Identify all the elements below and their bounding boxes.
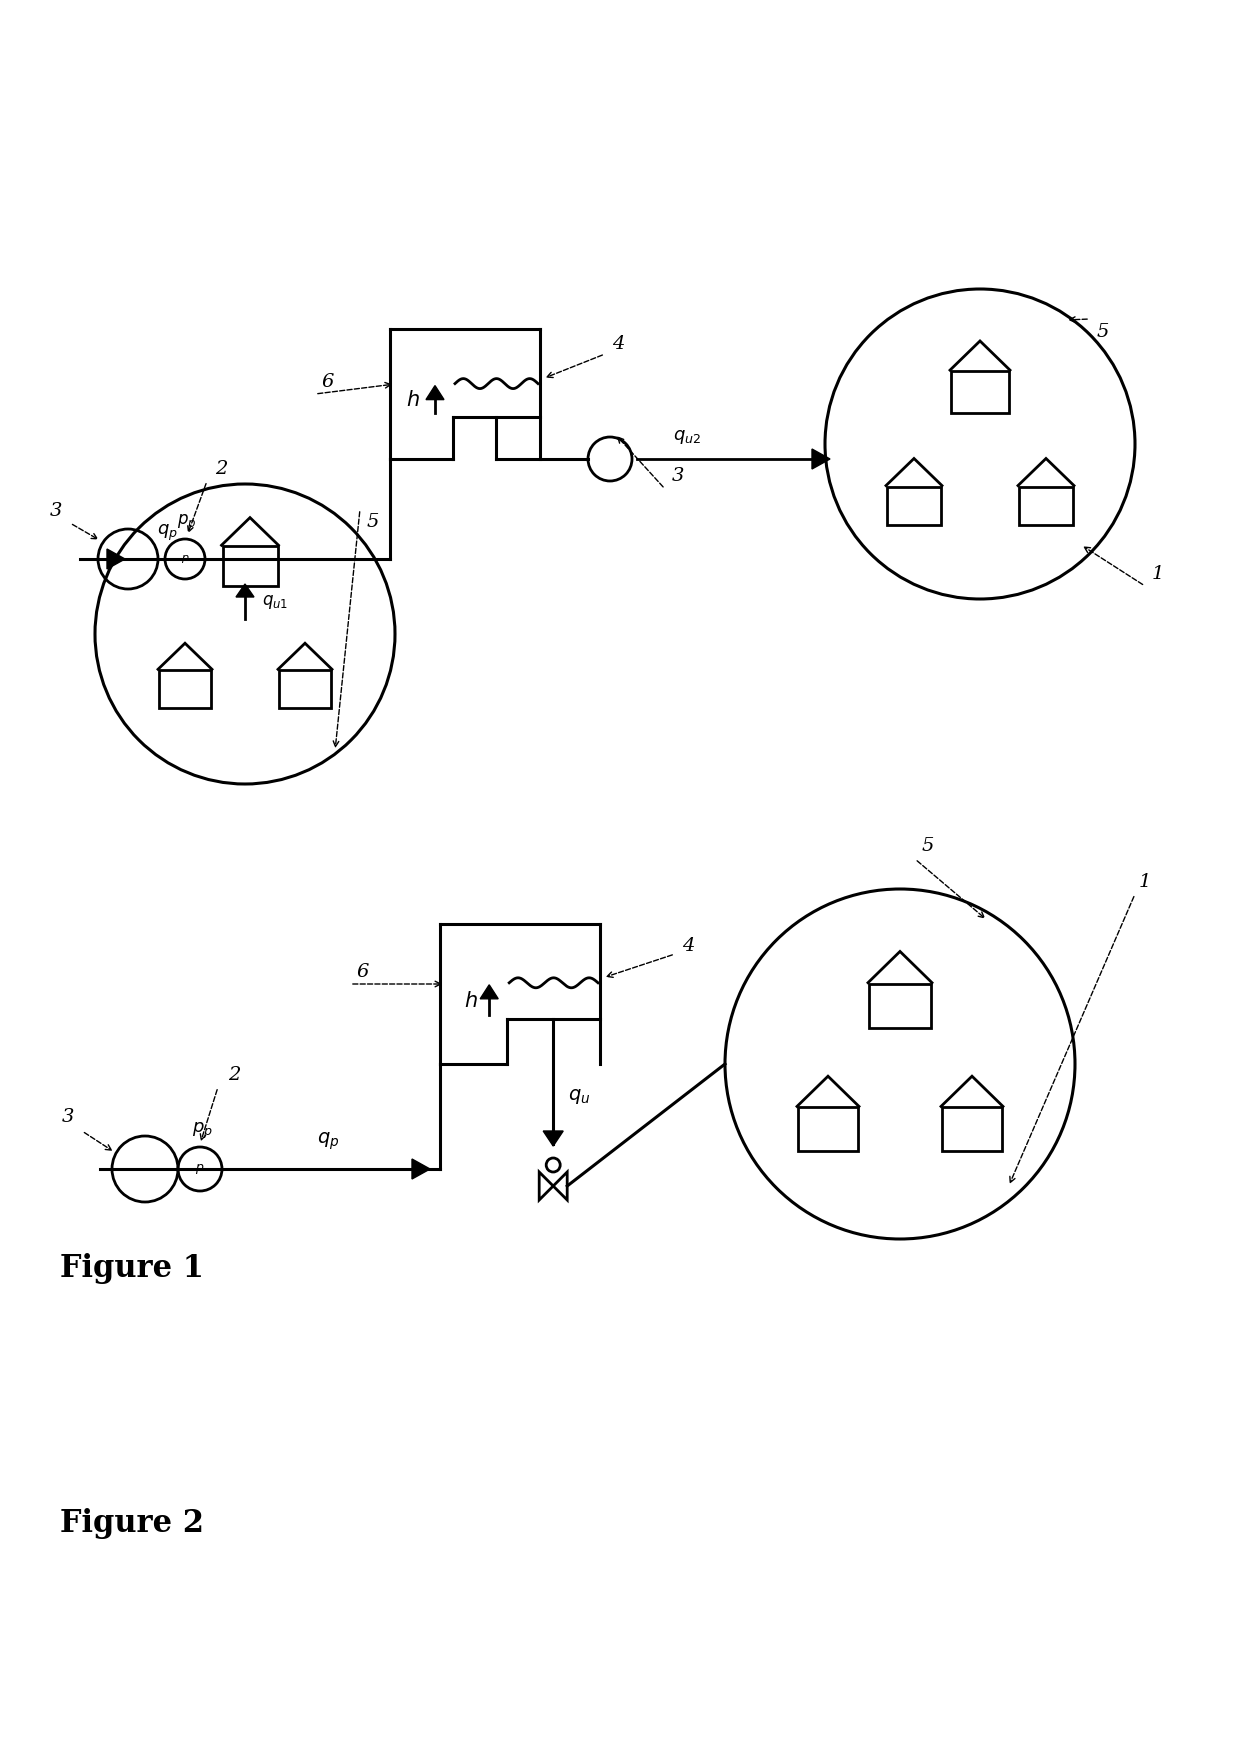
Text: $p$: $p$ [181, 553, 190, 565]
Text: $p_p$: $p_p$ [177, 513, 197, 534]
Text: 5: 5 [1097, 323, 1110, 342]
Text: 2: 2 [215, 460, 227, 478]
Text: 2: 2 [228, 1066, 241, 1085]
Text: 1: 1 [1138, 874, 1151, 891]
Text: 5: 5 [367, 513, 379, 530]
Text: $q_p$: $q_p$ [156, 523, 177, 542]
Text: 3: 3 [62, 1107, 74, 1127]
Text: 3: 3 [50, 502, 62, 520]
Text: 1: 1 [1152, 565, 1164, 582]
Text: 4: 4 [611, 335, 624, 352]
Polygon shape [412, 1160, 430, 1179]
Text: $q_u$: $q_u$ [568, 1088, 590, 1106]
Text: $q_{u1}$: $q_{u1}$ [262, 593, 288, 610]
Polygon shape [812, 448, 830, 469]
Text: 4: 4 [682, 937, 694, 956]
Text: $q_{u2}$: $q_{u2}$ [673, 427, 701, 446]
Polygon shape [427, 385, 444, 399]
Polygon shape [236, 584, 254, 596]
Polygon shape [107, 549, 125, 569]
Text: $p$: $p$ [196, 1162, 205, 1175]
Text: 6: 6 [357, 963, 370, 980]
Text: 5: 5 [921, 837, 934, 855]
Text: 3: 3 [672, 467, 684, 485]
Text: $h$: $h$ [464, 991, 479, 1012]
Text: $h$: $h$ [405, 391, 420, 410]
Text: 6: 6 [322, 373, 335, 391]
Text: Figure 1: Figure 1 [60, 1252, 203, 1284]
Text: Figure 2: Figure 2 [60, 1509, 205, 1538]
Polygon shape [480, 985, 498, 999]
Text: $p_p$: $p_p$ [191, 1121, 212, 1141]
Polygon shape [543, 1132, 563, 1146]
Text: $q_p$: $q_p$ [316, 1130, 340, 1151]
